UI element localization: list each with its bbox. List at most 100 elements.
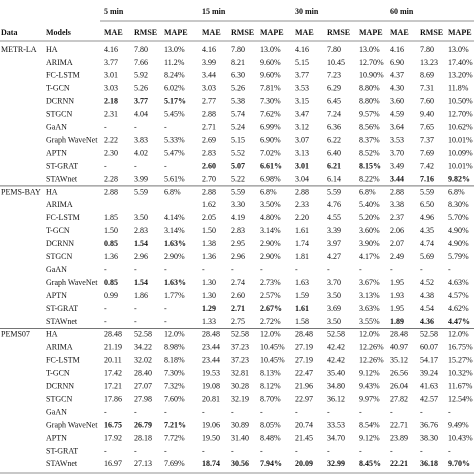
model-name: FC-LSTM xyxy=(46,71,80,80)
cell: 2.70 xyxy=(202,174,216,183)
cell: 2.05 xyxy=(202,213,216,222)
cell: 3.07 xyxy=(295,135,309,144)
cell: 7.37 xyxy=(420,135,434,144)
cell: 10.45% xyxy=(260,356,285,365)
cell: 7.16 xyxy=(420,174,434,183)
cell: 5.59 xyxy=(231,187,245,196)
cell: 9.12% xyxy=(359,433,380,442)
cell: 12.70% xyxy=(448,110,473,119)
cell: 39.24 xyxy=(420,369,438,378)
cell: 28.18 xyxy=(134,433,152,442)
cell: 10.50% xyxy=(448,97,473,106)
cell: 7.30% xyxy=(164,369,185,378)
cell: 3.90% xyxy=(359,239,380,248)
cell: 3.03 xyxy=(202,84,216,93)
cell: 3.49 xyxy=(390,161,404,170)
cell: - xyxy=(134,407,137,416)
cell: 2.83 xyxy=(134,226,148,235)
cell: 8.70% xyxy=(260,394,281,403)
cell: 6.8% xyxy=(164,187,181,196)
model-name: APTN xyxy=(46,148,67,157)
cell: 3.67% xyxy=(359,278,380,287)
cell: 23.89 xyxy=(390,433,408,442)
cell: 19.06 xyxy=(202,420,220,429)
model-name: Graph WaveNet xyxy=(46,420,98,429)
cell: 1.95 xyxy=(390,278,404,287)
cell: 3.03 xyxy=(104,84,118,93)
cell: 1.30 xyxy=(202,291,216,300)
cell: 19.53 xyxy=(202,369,220,378)
cell: 1.63% xyxy=(164,278,186,287)
cell: 10.43% xyxy=(448,433,473,442)
model-name: ARIMA xyxy=(46,343,73,352)
column-header: MAPE xyxy=(260,28,284,37)
cell: 17.40% xyxy=(448,58,473,67)
model-name: HA xyxy=(46,45,58,54)
cell: - xyxy=(359,446,362,455)
cell: - xyxy=(359,265,362,274)
cell: 3.53 xyxy=(390,135,404,144)
model-name: ARIMA xyxy=(46,200,73,209)
cell: 5.26 xyxy=(134,84,148,93)
cell: 42.42 xyxy=(327,356,345,365)
cell: - xyxy=(295,265,298,274)
cell: 2.88 xyxy=(202,110,216,119)
cell: 27.82 xyxy=(390,394,408,403)
cell: 5.20% xyxy=(359,213,380,222)
cell: 2.72% xyxy=(260,317,281,326)
cell: - xyxy=(134,161,137,170)
data-name: PEMS-BAY xyxy=(1,187,41,196)
cell: 3.83 xyxy=(134,135,148,144)
cell: 37.23 xyxy=(231,356,249,365)
cell: 4.16 xyxy=(104,45,118,54)
cell: 2.49 xyxy=(390,252,404,261)
cell: 10.01% xyxy=(448,161,473,170)
cell: 1.63 xyxy=(295,278,309,287)
cell: - xyxy=(295,407,298,416)
cell: 7.80 xyxy=(231,45,245,54)
cell: 12.0% xyxy=(448,330,469,339)
cell: 3.13% xyxy=(359,291,380,300)
cell: 4.37 xyxy=(390,71,404,80)
cell: - xyxy=(202,446,205,455)
cell: 8.45% xyxy=(359,459,381,468)
cell: 8.15% xyxy=(359,161,381,170)
cell: 2.07 xyxy=(390,239,404,248)
cell: 2.73% xyxy=(260,278,281,287)
model-name: FC-LSTM xyxy=(46,213,80,222)
cell: 9.49% xyxy=(448,420,469,429)
cell: 1.77% xyxy=(164,291,185,300)
cell: 16.97 xyxy=(104,459,122,468)
cell: 1.38 xyxy=(202,239,216,248)
cell: - xyxy=(104,304,107,313)
cell: 1.54 xyxy=(134,239,148,248)
cell: 27.19 xyxy=(295,356,313,365)
cell: 11.67% xyxy=(448,382,473,391)
cell: 5.59 xyxy=(420,187,434,196)
model-name: ST-GRAT xyxy=(46,161,78,170)
cell: 2.77 xyxy=(202,97,216,106)
column-header: MAE xyxy=(202,28,221,37)
cell: 2.22 xyxy=(104,135,118,144)
cell: - xyxy=(104,407,107,416)
cell: 3.50 xyxy=(134,213,148,222)
cell: - xyxy=(359,407,362,416)
cell: 3.70 xyxy=(390,148,404,157)
cell: 60.07 xyxy=(420,343,438,352)
cell: 2.60 xyxy=(202,161,216,170)
cell: 4.76 xyxy=(327,200,341,209)
cell: 3.14% xyxy=(260,226,281,235)
cell: 1.61 xyxy=(295,226,309,235)
cell: 9.97% xyxy=(359,394,380,403)
cell: 32.81 xyxy=(231,369,249,378)
cell: 1.61 xyxy=(295,304,309,313)
cell: 21.45 xyxy=(295,433,313,442)
cell: 3.44 xyxy=(390,174,404,183)
cell: 52.58 xyxy=(420,330,438,339)
column-header: MAE xyxy=(390,28,409,37)
cell: 7.80 xyxy=(327,45,341,54)
cell: 5.69 xyxy=(420,252,434,261)
model-name: ARIMA xyxy=(46,58,73,67)
cell: 9.82% xyxy=(448,174,470,183)
cell: 32.02 xyxy=(134,356,152,365)
